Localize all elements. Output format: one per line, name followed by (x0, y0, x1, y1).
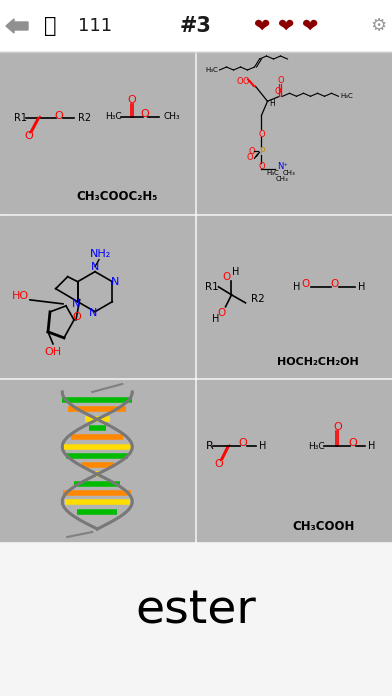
Text: O: O (25, 131, 33, 141)
Text: N: N (111, 277, 120, 287)
Text: R2: R2 (252, 294, 265, 304)
Text: O: O (141, 109, 149, 118)
Text: O: O (218, 308, 226, 318)
Text: 💡: 💡 (44, 16, 56, 36)
Text: H: H (358, 282, 365, 292)
Text: 111: 111 (78, 17, 112, 35)
Bar (0, 541, 392, 696)
Text: R: R (205, 441, 213, 451)
Text: H: H (232, 267, 239, 277)
Text: ⚙: ⚙ (370, 17, 386, 35)
Text: HO: HO (11, 291, 29, 301)
Text: N: N (91, 262, 99, 271)
Text: CH₃: CH₃ (164, 112, 181, 121)
Text: CH₃: CH₃ (283, 171, 296, 176)
Text: O: O (330, 279, 339, 289)
Text: O: O (301, 279, 310, 289)
Text: O: O (214, 459, 223, 469)
Text: H: H (260, 441, 267, 451)
Text: H₃C: H₃C (341, 93, 353, 100)
Text: P: P (259, 147, 264, 156)
Text: N: N (89, 308, 97, 317)
Bar (0, 380, 194, 541)
Text: O: O (258, 161, 265, 171)
Text: R1: R1 (14, 113, 27, 122)
Text: OH: OH (44, 347, 62, 357)
Text: O: O (128, 95, 136, 104)
Text: R1: R1 (205, 282, 219, 292)
Text: O: O (54, 111, 64, 120)
Text: H: H (368, 441, 376, 451)
Text: ❤: ❤ (254, 17, 270, 35)
Text: N: N (71, 299, 80, 308)
Text: ❤: ❤ (302, 17, 318, 35)
Text: O: O (348, 438, 357, 448)
Text: NH₂: NH₂ (91, 248, 112, 259)
Bar (0, 216, 194, 377)
Text: CH₃COOC₂H₅: CH₃COOC₂H₅ (76, 191, 157, 203)
Text: H₃C: H₃C (309, 442, 325, 451)
Text: O: O (333, 422, 342, 432)
Text: H₃C: H₃C (205, 67, 218, 73)
Text: H₃C: H₃C (105, 112, 122, 121)
FancyArrow shape (6, 19, 28, 33)
Text: O: O (73, 312, 82, 322)
Text: ❤: ❤ (278, 17, 294, 35)
Text: O: O (258, 129, 265, 139)
Text: O: O (277, 76, 284, 85)
Text: O: O (238, 438, 247, 448)
Text: ester: ester (136, 588, 256, 633)
Text: R2: R2 (78, 113, 91, 122)
Text: CH₃: CH₃ (276, 176, 289, 182)
Text: O: O (248, 147, 255, 156)
Text: N⁺: N⁺ (277, 161, 288, 171)
Text: O: O (222, 272, 230, 282)
Text: O: O (246, 153, 253, 161)
Text: CH₃COOH: CH₃COOH (293, 519, 355, 532)
Text: H: H (270, 99, 275, 108)
Text: HOCH₂CH₂OH: HOCH₂CH₂OH (277, 357, 359, 367)
Text: O: O (236, 77, 243, 86)
Bar (198, 216, 392, 377)
Text: O: O (242, 77, 249, 86)
Bar (198, 380, 392, 541)
Text: H: H (293, 282, 301, 292)
Bar (198, 52, 392, 213)
Text: H₃C: H₃C (266, 171, 279, 176)
Text: H: H (212, 314, 219, 324)
Text: #3: #3 (180, 16, 212, 36)
Text: O: O (274, 87, 281, 96)
Bar (0, 0, 392, 52)
Bar (0, 52, 194, 213)
